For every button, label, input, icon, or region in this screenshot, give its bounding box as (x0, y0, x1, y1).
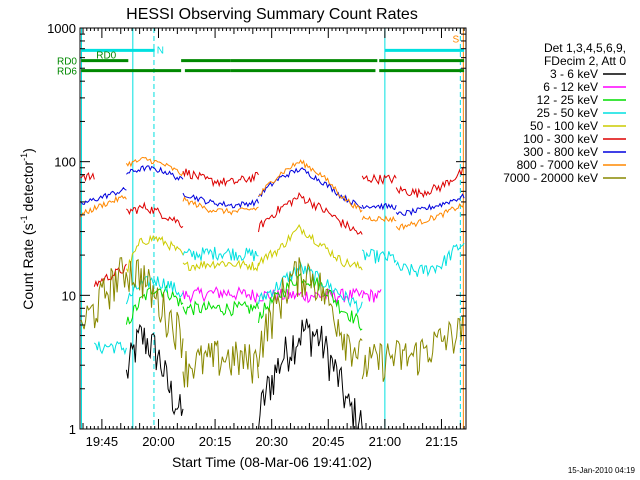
series-segment (182, 168, 259, 188)
series-segment (182, 259, 259, 272)
series-line (125, 224, 363, 274)
series-segment (182, 340, 259, 388)
legend-entry-label: 300 - 800 keV (523, 145, 598, 159)
legend-entry-label: 12 - 25 keV (537, 93, 598, 107)
series-segment (126, 201, 184, 229)
series-segment (182, 246, 259, 262)
x-tick-label: 20:00 (142, 434, 175, 449)
y-tick-label: 100 (54, 155, 76, 170)
flag-letter: S (452, 35, 459, 46)
x-tick-label: 20:30 (255, 434, 288, 449)
series-segment (182, 196, 259, 216)
series-segment (361, 173, 397, 185)
x-axis-ticks: 19:45 20:00 20:15 20:30 20:45 21:00 21:15 (82, 28, 465, 449)
series-segment (80, 186, 127, 205)
series-segment (361, 215, 397, 223)
plot-frame (79, 27, 467, 430)
series-segment (395, 242, 465, 278)
series-segment (125, 284, 184, 325)
series-segment (361, 288, 382, 303)
flag-letter: N (157, 45, 164, 56)
series-segment (258, 192, 363, 235)
series-segment (125, 275, 184, 305)
series-segment (361, 202, 397, 211)
y-tick-label: 1 (69, 422, 76, 437)
series-segment (361, 314, 465, 382)
chart-title: HESSI Observing Summary Count Rates (126, 6, 418, 23)
y-tick-label: 10 (62, 288, 76, 303)
series-segment (258, 159, 363, 213)
legend-header-line: FDecim 2, Att 0 (544, 54, 626, 68)
y-axis-label-superscript: -1 (19, 153, 29, 161)
legend: Det 1,3,4,5,6,9, FDecim 2, Att 0 3 - 6 k… (503, 41, 626, 185)
series-segment (126, 165, 184, 181)
y-axis-label-part: Count Rate (s (20, 223, 36, 309)
y-axis-ticks: 1 10 100 1000 (47, 21, 466, 437)
series-segment (125, 323, 184, 416)
x-tick-label: 21:15 (425, 434, 458, 449)
series-segment (258, 224, 363, 271)
series-segment (182, 286, 259, 304)
y-axis-label-part: detector (20, 161, 36, 216)
legend-entry-label: 6 - 12 keV (543, 80, 598, 94)
y-axis-label-superscript: -1 (19, 215, 29, 223)
series-segment (395, 166, 465, 199)
legend-entry-label: 800 - 7000 keV (517, 158, 598, 172)
series-segment (80, 172, 95, 182)
footer-date: 15-Jan-2010 04:19 (568, 466, 636, 475)
series-line (93, 242, 465, 356)
series-segment (182, 192, 259, 209)
series-segment (258, 257, 363, 367)
legend-entry-label: 25 - 50 keV (537, 106, 598, 120)
series-segment (258, 167, 363, 209)
y-axis-label-part: ) (20, 148, 36, 153)
series-line (80, 166, 465, 288)
series-segment (93, 340, 127, 356)
legend-entry-label: 7000 - 20000 keV (503, 171, 598, 185)
series-segment (125, 234, 184, 274)
y-tick-label: 1000 (47, 21, 76, 36)
legend-entry-label: 50 - 100 keV (530, 119, 598, 133)
series-segment (361, 248, 397, 264)
series-segment (258, 261, 363, 315)
series-segment (395, 201, 465, 231)
legend-entry-label: 3 - 6 keV (550, 67, 598, 81)
y-axis-label: Count Rate (s-1 detector-1) (19, 148, 36, 310)
legend-header-line: Det 1,3,4,5,6,9, (544, 41, 626, 55)
series-line (80, 257, 465, 388)
x-axis-label: Start Time (08-Mar-06 19:41:02) (172, 454, 372, 470)
series-segment (125, 156, 184, 177)
series-segment (395, 193, 465, 217)
x-tick-label: 20:15 (199, 434, 232, 449)
series-segment (80, 257, 184, 359)
series-line (80, 156, 465, 231)
x-tick-label: 21:00 (369, 434, 402, 449)
legend-entry-label: 100 - 300 keV (523, 132, 598, 146)
x-tick-label: 20:45 (312, 434, 345, 449)
flag-label: RD0 (57, 57, 77, 68)
series-segment (182, 300, 259, 317)
x-tick-label: 19:45 (86, 434, 119, 449)
series-line (94, 318, 363, 430)
flag-label-inline: RD0 (96, 51, 116, 62)
flag-label: RD6 (57, 67, 77, 78)
series-segment (258, 318, 363, 430)
series-segment (80, 195, 127, 218)
